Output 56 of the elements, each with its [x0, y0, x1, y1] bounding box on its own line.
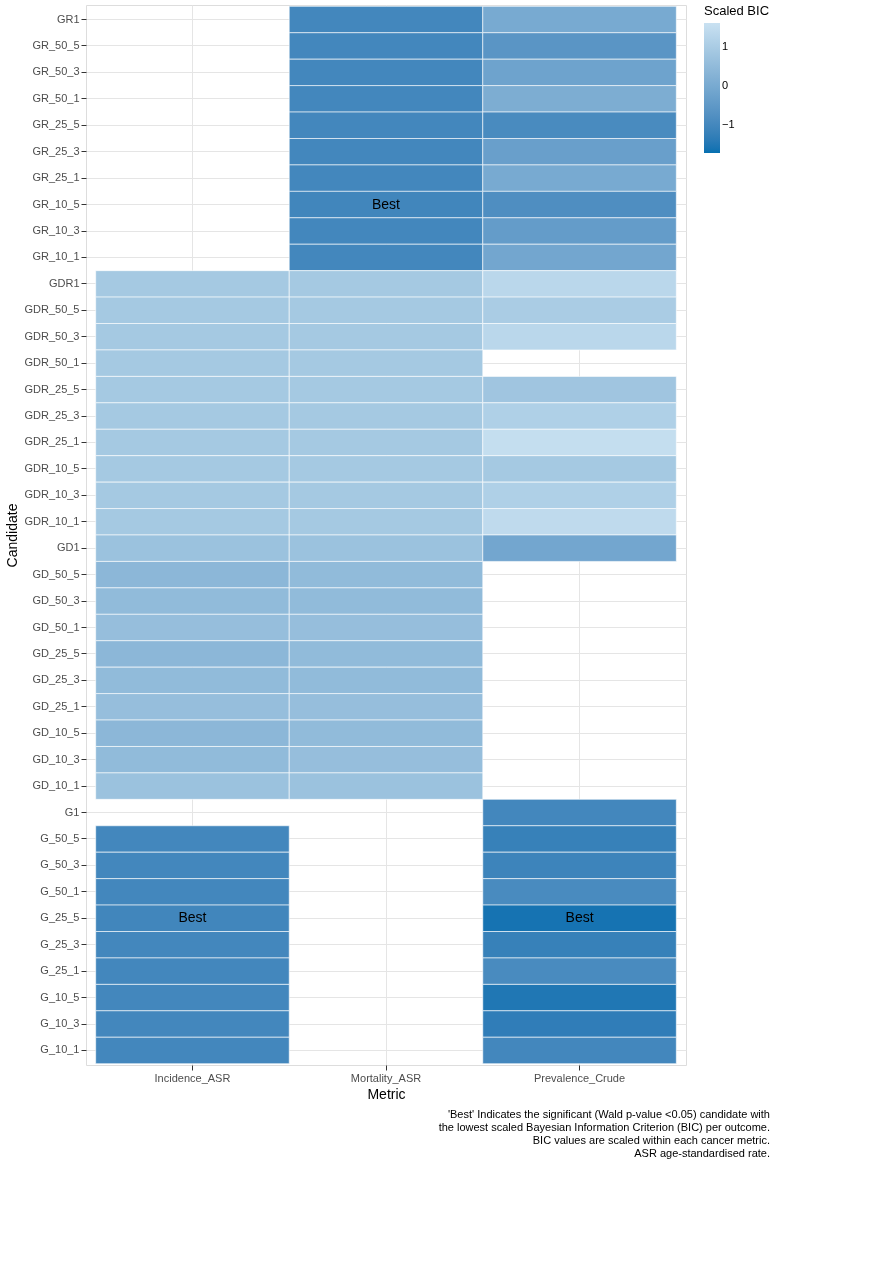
y-tick-label: GR1	[56, 12, 80, 25]
x-tick-label: Incidence_ASR	[154, 1071, 231, 1084]
text: BIC values are scaled within each cancer metric.	[532, 1134, 770, 1146]
y-tick-label: GDR_50_5	[24, 303, 80, 316]
y-axis-title: Candidate	[4, 503, 21, 568]
y-tick-label: GD_10_1	[32, 779, 80, 792]
y-tick-label: GD_10_3	[32, 752, 80, 765]
y-tick-label: GDR1	[48, 276, 80, 289]
y-tick-label: G_10_3	[40, 1017, 80, 1030]
color-bar-label: 1	[722, 39, 729, 52]
y-tick-label: GDR_25_5	[24, 382, 80, 395]
y-tick-label: GDR_25_3	[24, 409, 80, 422]
color-bar-label: −1	[722, 118, 735, 131]
y-tick-label: GD_25_1	[32, 699, 80, 712]
y-tick-label: GR_25_5	[32, 118, 80, 131]
text: ASR age-standardised rate.	[634, 1147, 770, 1159]
y-tick-label: G_25_3	[40, 937, 80, 950]
color-bar-label: 0	[722, 79, 729, 92]
y-tick-label: GDR_50_1	[24, 356, 80, 369]
y-tick-label: GD_50_3	[32, 594, 80, 607]
data-label: Best	[371, 195, 401, 212]
x-axis-title: Metric	[367, 1085, 406, 1102]
y-tick-label: GDR_10_3	[24, 488, 80, 501]
x-tick-label: Prevalence_Crude	[533, 1071, 626, 1084]
y-tick-label: GDR_10_1	[24, 514, 80, 527]
y-tick-label: GD_50_5	[32, 567, 80, 580]
data-label: Best	[178, 909, 207, 926]
y-tick-label: GD_25_5	[32, 646, 80, 659]
y-tick-label: G_50_3	[40, 858, 80, 871]
y-tick-label: G_10_5	[40, 990, 80, 1003]
y-tick-label: GDR_25_1	[24, 435, 80, 448]
y-tick-label: GR_10_3	[32, 224, 80, 237]
y-tick-label: GD1	[56, 541, 80, 554]
y-tick-label: G_25_5	[40, 911, 80, 924]
y-tick-label: GD_25_3	[32, 673, 80, 686]
color-bar-title: Scaled BIC	[704, 3, 770, 18]
y-tick-label: G1	[64, 805, 80, 818]
y-tick-label: G_50_5	[40, 831, 80, 844]
y-tick-label: G_10_1	[40, 1043, 80, 1056]
text: 'Best' Indicates the significant (Wald p-value <0.05) candidate with	[447, 1108, 770, 1120]
y-tick-label: G_25_1	[40, 964, 80, 977]
y-tick-label: GR_50_1	[32, 91, 80, 104]
y-tick-label: GR_25_3	[32, 144, 80, 157]
y-tick-label: GR_10_1	[32, 250, 80, 263]
y-tick-label: GDR_50_3	[24, 329, 80, 342]
y-tick-label: GD_50_1	[32, 620, 80, 633]
data-label: Best	[565, 909, 594, 926]
text: the lowest scaled Bayesian Information Criterion (BIC) per outcome.	[438, 1121, 770, 1133]
y-tick-label: GR_50_5	[32, 38, 80, 51]
x-tick-label: Mortality_ASR	[350, 1071, 422, 1084]
y-tick-label: GDR_10_5	[24, 461, 80, 474]
y-tick-label: GR_50_3	[32, 65, 80, 78]
y-tick-label: G_50_1	[40, 884, 80, 897]
y-tick-label: GD_10_5	[32, 726, 80, 739]
y-tick-label: GR_25_1	[32, 171, 80, 184]
y-tick-label: GR_10_5	[32, 197, 80, 210]
